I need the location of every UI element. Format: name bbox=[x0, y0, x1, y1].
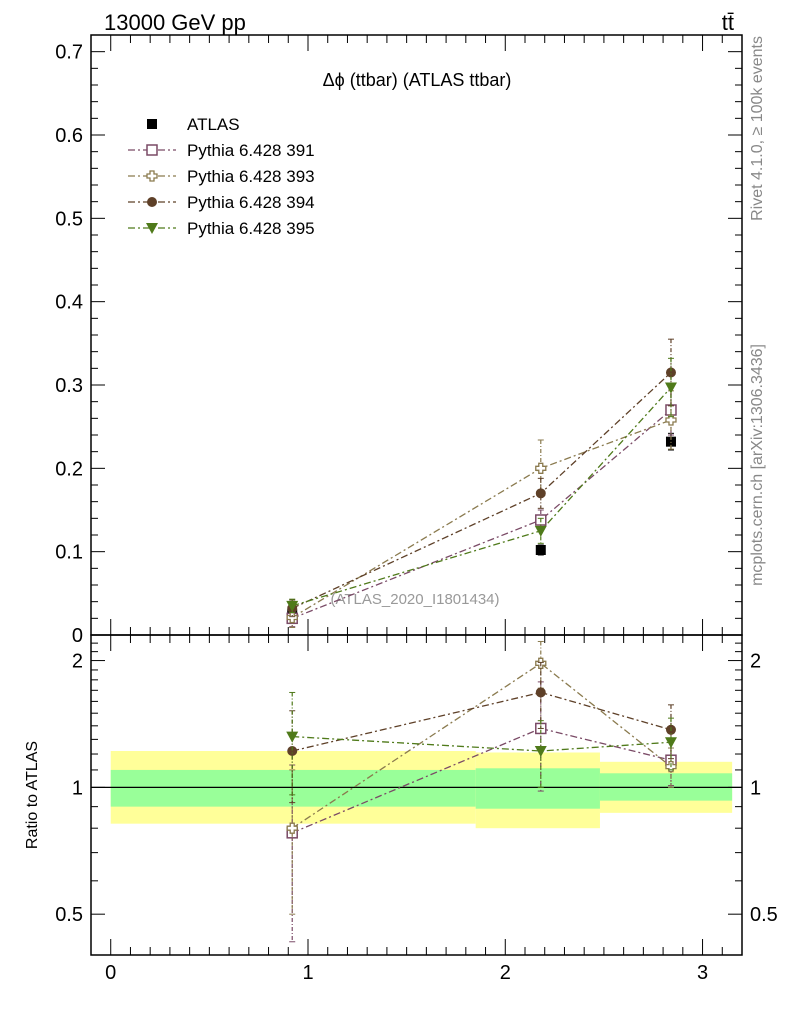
ratio-y-tick-label-right: 1 bbox=[750, 777, 761, 799]
side-mcplots-label: mcplots.cern.ch [arXiv:1306.3436] bbox=[749, 344, 766, 586]
ratio-band-inner bbox=[475, 768, 600, 809]
main-y-tick-label: 0.7 bbox=[55, 42, 83, 64]
ratio-y-tick-label-left: 0.5 bbox=[55, 904, 83, 926]
main-y-tick-label: 0.2 bbox=[55, 458, 83, 480]
ratio-y-axis-label: Ratio to ATLAS bbox=[24, 741, 41, 849]
legend-label-pythia-6-428-391: Pythia 6.428 391 bbox=[187, 141, 315, 160]
main-y-ticks: 0 0.1 0.2 0.3 0.4 0.5 0.6 0.7 bbox=[55, 34, 742, 647]
main-point-pythia-6-428-394 bbox=[535, 488, 546, 499]
main-y-tick-label: 0.6 bbox=[55, 125, 83, 147]
legend-label-pythia-6-428-395: Pythia 6.428 395 bbox=[187, 219, 315, 238]
main-y-tick-label: 0.4 bbox=[55, 292, 83, 314]
main-series-points bbox=[286, 338, 677, 628]
side-rivet-label: Rivet 4.1.0, ≥ 100k events bbox=[749, 36, 766, 221]
legend-marker-pythia-6-428-394 bbox=[147, 197, 157, 207]
main-line-pythia-6-428-393 bbox=[291, 419, 672, 619]
main-line-pythia-6-428-391 bbox=[291, 409, 672, 619]
ratio-line-pythia-6-428-395 bbox=[292, 735, 672, 752]
legend-label-pythia-6-428-393: Pythia 6.428 393 bbox=[187, 167, 315, 186]
ratio-x-tick-label: 2 bbox=[500, 962, 511, 984]
main-title: Δϕ (ttbar) (ATLAS ttbar) bbox=[323, 70, 512, 90]
ratio-point-pythia-6-428-394 bbox=[287, 745, 298, 756]
main-y-tick-label: 0.1 bbox=[55, 542, 83, 564]
ratio-point-pythia-6-428-395 bbox=[664, 737, 677, 749]
ratio-y-tick-label-right: 2 bbox=[750, 651, 761, 673]
main-point-pythia-6-428-393 bbox=[665, 414, 677, 426]
main-y-tick-label: 0.5 bbox=[55, 208, 83, 230]
main-x-ticks bbox=[110, 35, 743, 635]
main-line-pythia-6-428-395 bbox=[292, 387, 672, 607]
ratio-plot-frame bbox=[90, 634, 743, 956]
ratio-x-ticks: 0 1 2 3 bbox=[105, 635, 743, 984]
main-point-atlas bbox=[665, 436, 676, 447]
ratio-point-pythia-6-428-395 bbox=[286, 731, 299, 743]
legend-marker-pythia-6-428-395 bbox=[146, 223, 158, 234]
main-y-tick-label: 0 bbox=[72, 625, 83, 647]
legend-marker-pythia-6-428-393 bbox=[146, 170, 158, 182]
main-point-pythia-6-428-395 bbox=[664, 382, 677, 394]
ratio-uncertainty-bands bbox=[110, 750, 733, 829]
main-point-pythia-6-428-395 bbox=[534, 525, 547, 537]
main-point-pythia-6-428-394 bbox=[665, 367, 676, 378]
legend: ATLAS Pythia 6.428 391 Pythia 6.428 393 Pyt… bbox=[128, 115, 315, 238]
ratio-point-pythia-6-428-395 bbox=[534, 745, 547, 757]
ratio-y-tick-label-left: 1 bbox=[72, 777, 83, 799]
watermark-label: (ATLAS_2020_I1801434) bbox=[330, 591, 499, 608]
ratio-x-tick-label: 3 bbox=[697, 962, 708, 984]
ratio-band-inner bbox=[110, 769, 476, 807]
ratio-y-tick-label-right: 0.5 bbox=[750, 904, 778, 926]
legend-marker-atlas bbox=[147, 119, 157, 129]
main-point-pythia-6-428-393 bbox=[535, 462, 547, 474]
main-point-pythia-6-428-393 bbox=[286, 611, 298, 624]
process-label: tt̄ bbox=[722, 10, 734, 35]
main-point-pythia-6-428-395 bbox=[286, 600, 299, 612]
ratio-x-tick-label: 0 bbox=[105, 962, 116, 984]
ratio-line-pythia-6-428-393 bbox=[291, 662, 672, 829]
legend-marker-pythia-6-428-391 bbox=[146, 144, 158, 156]
main-series-lines bbox=[291, 372, 672, 619]
legend-label-atlas: ATLAS bbox=[187, 115, 240, 134]
ratio-x-tick-label: 1 bbox=[302, 962, 313, 984]
ratio-y-tick-label-left: 2 bbox=[72, 651, 83, 673]
main-line-pythia-6-428-394 bbox=[291, 372, 672, 609]
legend-label-pythia-6-428-394: Pythia 6.428 394 bbox=[187, 193, 315, 212]
ratio-point-pythia-6-428-394 bbox=[535, 687, 546, 698]
energy-label: 13000 GeV pp bbox=[104, 10, 246, 35]
ratio-y-ticks: 0.5 0.5 1 1 2 2 bbox=[55, 634, 778, 956]
ratio-series-points bbox=[286, 640, 677, 943]
main-point-atlas bbox=[535, 545, 546, 555]
ratio-point-pythia-6-428-393 bbox=[286, 822, 298, 834]
main-y-tick-label: 0.3 bbox=[55, 375, 83, 397]
